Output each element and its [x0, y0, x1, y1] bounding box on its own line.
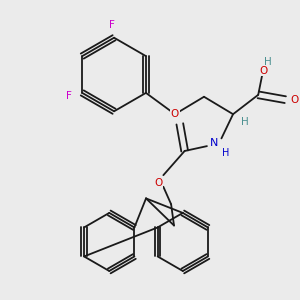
Text: H: H — [222, 148, 229, 158]
Text: F: F — [109, 20, 115, 30]
Text: O: O — [171, 109, 179, 119]
Text: O: O — [290, 95, 298, 105]
Text: O: O — [259, 66, 267, 76]
Text: N: N — [209, 138, 218, 148]
Text: F: F — [66, 91, 72, 101]
Text: H: H — [241, 117, 248, 127]
Text: O: O — [154, 178, 163, 188]
Text: H: H — [264, 57, 272, 67]
